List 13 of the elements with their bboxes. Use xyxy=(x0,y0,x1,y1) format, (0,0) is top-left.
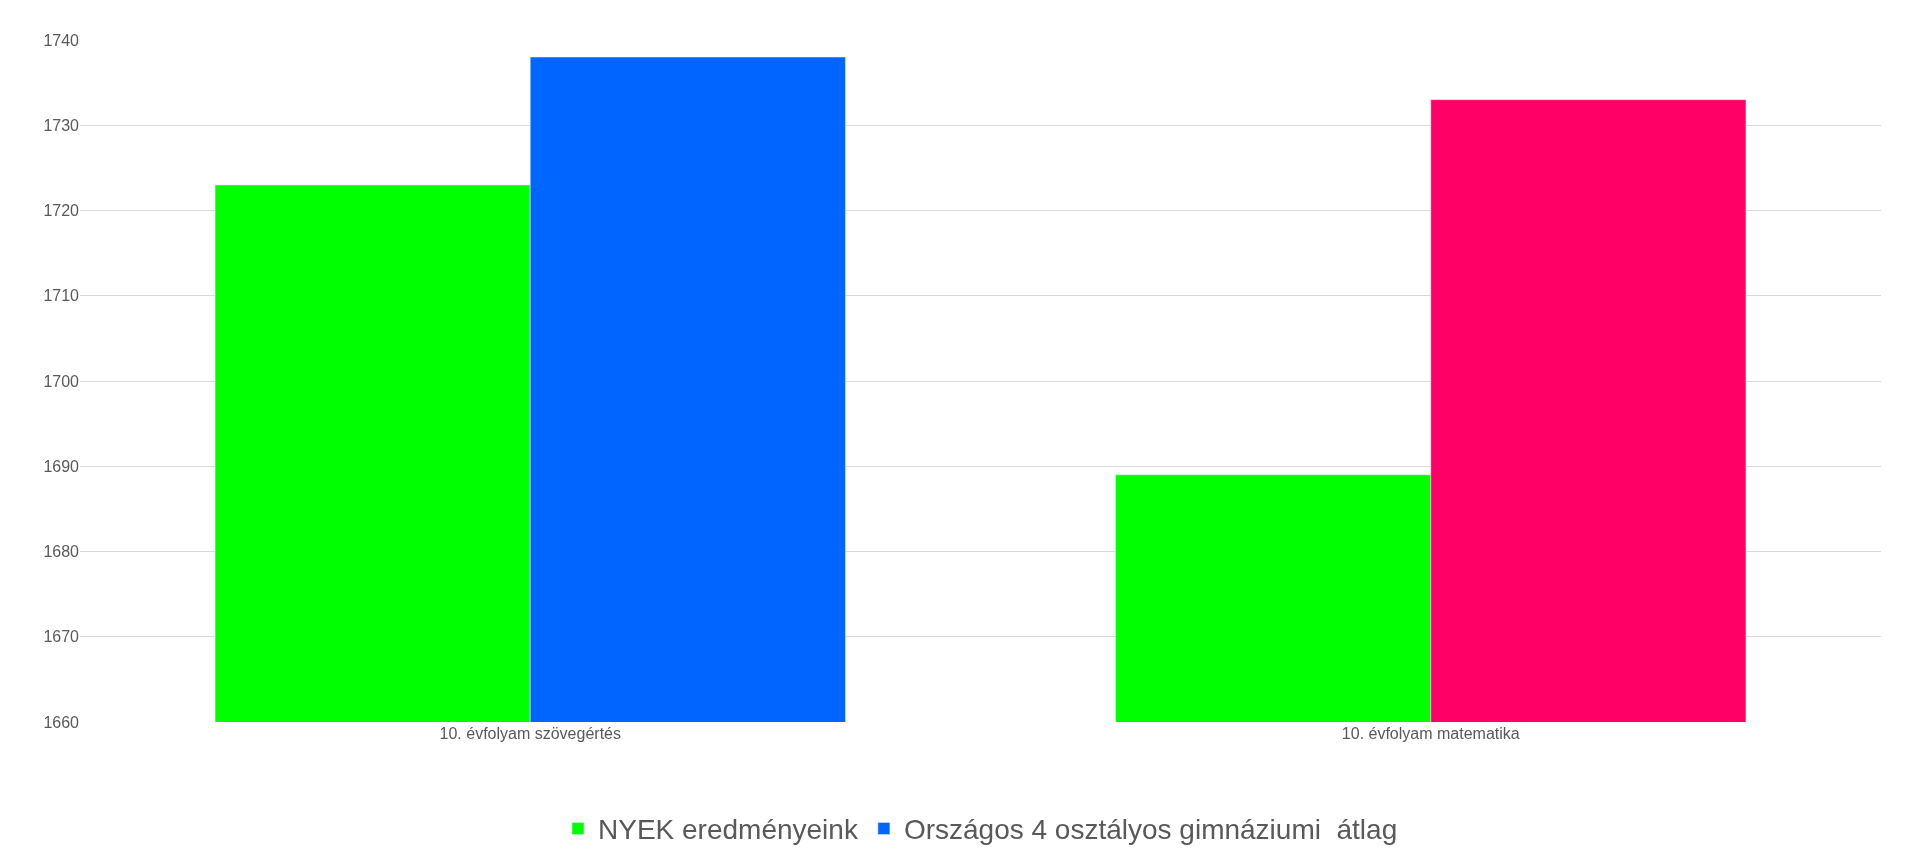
legend-label: Országos 4 osztályos gimnáziumi átlag xyxy=(903,814,1398,846)
y-tick-label: 1670 xyxy=(43,628,80,646)
y-tick-label: 1680 xyxy=(43,543,80,561)
y-tick-label: 1660 xyxy=(43,713,80,731)
y-tick-label: 1730 xyxy=(43,116,80,134)
legend-label: NYEK eredményeink xyxy=(598,814,859,846)
y-tick-label: 1690 xyxy=(43,457,80,475)
y-tick-label: 1710 xyxy=(43,287,80,305)
x-tick-label: 10. évfolyam szövegértés xyxy=(439,725,621,742)
y-tick-label: 1740 xyxy=(43,31,80,49)
y-tick-label: 1720 xyxy=(43,202,80,220)
y-tick-label: 1700 xyxy=(43,372,80,390)
x-tick-label: 10. évfolyam matematika xyxy=(1341,725,1520,742)
